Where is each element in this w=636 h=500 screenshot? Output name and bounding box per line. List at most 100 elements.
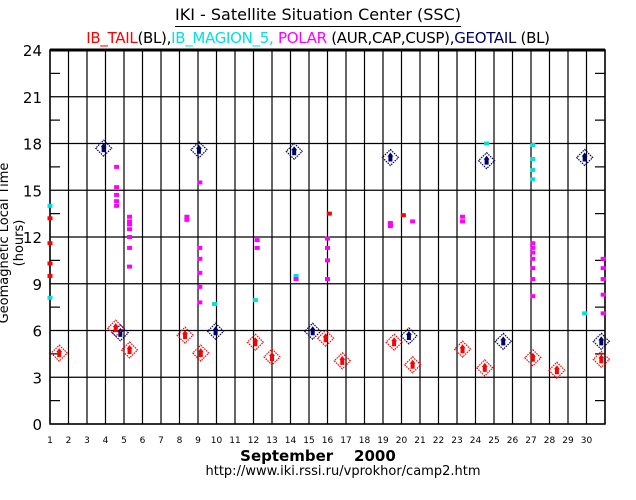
data-point [114,199,120,204]
data-marker-diamond [592,332,611,351]
data-point [197,180,203,185]
x-tick-label: 7 [158,436,164,446]
x-tick-label: 26 [507,436,519,446]
x-tick-label: 12 [248,436,259,446]
data-marker-diamond [176,326,194,345]
data-point [127,214,133,219]
x-tick-label: 18 [359,436,371,446]
data-point [47,241,53,246]
data-point [410,219,416,224]
data-point [47,261,53,266]
x-tick-label: 27 [525,436,536,446]
x-tick-label: 3 [84,436,90,446]
data-point [197,270,203,275]
data-marker-diamond [385,333,403,352]
y-tick-label: 21 [23,89,42,107]
data-marker-arrow [391,337,398,347]
data-point [530,256,536,261]
data-marker-arrow [212,326,219,336]
x-tick-label: 11 [229,436,240,446]
data-marker-diamond [403,355,422,374]
data-point [530,277,536,282]
x-tick-label: 25 [488,436,499,446]
y-tick-label: 24 [23,42,42,60]
data-point [400,213,406,218]
footer-url[interactable]: http://www.iki.rssi.ru/vprokhor/camp2.ht… [205,464,481,479]
x-tick-label: 24 [470,436,482,446]
x-tick-label: 8 [177,436,183,446]
data-marker-diamond [453,340,472,359]
x-tick-label: 5 [121,436,127,446]
data-point [293,273,299,278]
data-point [530,167,536,172]
data-point [326,211,332,216]
data-marker-arrow [117,327,124,337]
legend-ib-tail-suffix: (BL), [137,29,172,47]
data-marker-diamond [494,332,513,351]
data-point [127,264,133,269]
x-tick-label: 15 [303,436,314,446]
x-tick-label: 2 [66,436,72,446]
data-point [184,217,190,222]
data-marker-diamond [246,333,265,352]
data-point [127,245,133,250]
data-marker-arrow [182,330,189,340]
legend-polar: POLAR [278,29,327,47]
y-tick-label: 18 [23,136,42,154]
x-tick-label: 20 [396,436,408,446]
data-point [530,157,536,162]
x-tick-label: 30 [581,436,593,446]
legend-geotail: GEOTAIL [454,29,517,47]
x-tick-label: 10 [211,436,223,446]
data-point [460,214,466,219]
data-point [254,238,260,243]
legend-ib-magion-5: IB_MAGION_5, [171,29,274,47]
data-marker-diamond [285,142,304,161]
data-point [600,311,606,316]
data-point [197,245,203,250]
data-marker-diamond [263,348,281,366]
legend-polar-suffix: (AUR,CAP,CUSP), [331,29,455,47]
data-point [325,277,330,282]
data-point [254,245,260,250]
data-marker-arrow [481,362,488,372]
data-marker-arrow [322,333,329,343]
data-point [252,298,258,303]
data-marker-diamond [316,329,335,348]
data-marker-diamond [190,140,208,159]
data-marker-diamond [475,359,494,377]
data-point [325,236,330,241]
data-marker-arrow [529,352,536,362]
x-tick-label: 1 [47,436,53,446]
x-tick-label: 22 [433,436,444,446]
data-marker-diamond [106,319,125,338]
y-tick-label: 3 [32,369,42,387]
data-marker-diamond [333,352,352,370]
x-tick-label: 6 [140,436,146,446]
data-marker-arrow [581,152,588,162]
data-marker-arrow [553,365,560,375]
legend-geotail-suffix: (BL) [520,29,550,47]
data-marker-diamond [206,322,225,341]
y-tick-label: 15 [23,182,42,200]
legend-ib-tail: IB_TAIL [86,29,138,47]
x-tick-label: 9 [195,436,201,446]
data-marker-diamond [548,361,566,380]
data-point [47,203,53,208]
data-point [600,277,606,282]
data-marker-arrow [309,326,316,336]
data-marker-diamond [477,151,496,170]
data-point [114,192,120,197]
data-marker-arrow [598,354,605,364]
data-point [530,177,536,182]
data-marker-arrow [405,330,412,340]
y-tick-label: 6 [32,323,42,341]
data-point [47,295,53,300]
data-marker-diamond [120,341,139,359]
data-marker-arrow [197,348,204,358]
data-point [114,203,120,208]
data-marker-arrow [459,344,466,354]
data-marker-arrow [112,323,119,333]
data-point [293,277,299,282]
